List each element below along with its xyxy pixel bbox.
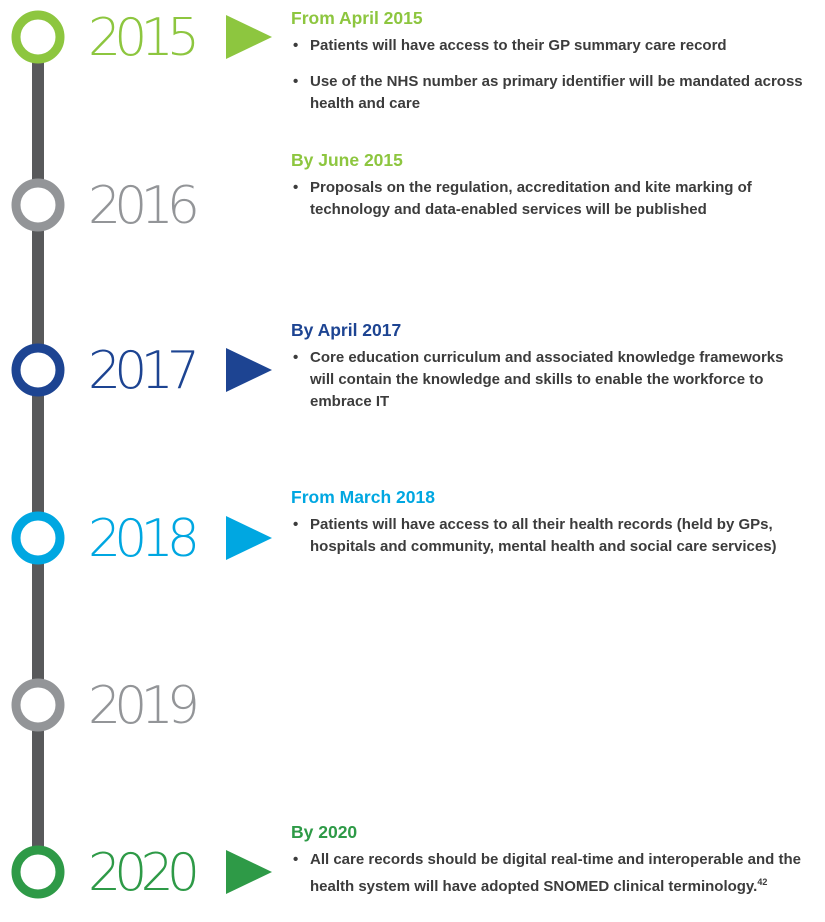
bullet: Proposals on the regulation, accreditati… xyxy=(291,177,810,221)
year-marker xyxy=(11,845,65,899)
year-label: 2020 xyxy=(88,843,200,903)
year-marker xyxy=(11,343,65,397)
year-marker xyxy=(11,511,65,565)
arrow xyxy=(226,348,272,392)
section: From April 2015 Patients will have access… xyxy=(291,8,811,129)
bullet: Patients will have access to all their h… xyxy=(291,514,810,558)
timeline-bar xyxy=(32,40,44,870)
bullet-text: Core education curriculum and associated… xyxy=(310,349,784,410)
section: By June 2015 Proposals on the regulation,… xyxy=(291,150,811,235)
bullet: Patients will have access to their GP su… xyxy=(291,35,810,57)
section: By April 2017 Core education curriculum a… xyxy=(291,320,811,427)
year-marker xyxy=(11,10,65,64)
bullet-list: All care records should be digital real-… xyxy=(291,849,811,898)
section: By 2020 All care records should be digita… xyxy=(291,822,811,912)
year-label: 2018 xyxy=(88,509,200,569)
bullet-list: Patients will have access to all their h… xyxy=(291,514,811,558)
year-label: 2015 xyxy=(88,8,200,68)
section-heading: By 2020 xyxy=(291,822,358,842)
section-heading: From April 2015 xyxy=(291,8,423,28)
bullet: Use of the NHS number as primary identif… xyxy=(291,71,810,115)
footnote-ref: 42 xyxy=(757,877,768,887)
bullet-text: Use of the NHS number as primary identif… xyxy=(310,73,803,112)
bullet-list: Core education curriculum and associated… xyxy=(291,347,811,413)
year-label: 2016 xyxy=(88,176,200,236)
arrow xyxy=(226,850,272,894)
bullet-text: All care records should be digital real-… xyxy=(310,851,801,895)
year-marker xyxy=(11,678,65,732)
bullet-text: Patients will have access to their GP su… xyxy=(310,37,727,54)
section-heading: From March 2018 xyxy=(291,487,435,507)
bullet: Core education curriculum and associated… xyxy=(291,347,810,413)
bullet-list: Patients will have access to their GP su… xyxy=(291,35,811,115)
year-label: 2017 xyxy=(88,341,200,401)
bullet-text: Patients will have access to all their h… xyxy=(310,516,777,555)
section-heading: By June 2015 xyxy=(291,150,403,170)
year-marker xyxy=(11,178,65,232)
arrow xyxy=(226,15,272,59)
section: From March 2018 Patients will have access… xyxy=(291,487,811,572)
bullet-text: Proposals on the regulation, accreditati… xyxy=(310,179,752,218)
arrow xyxy=(226,516,272,560)
bullet-list: Proposals on the regulation, accreditati… xyxy=(291,177,811,221)
section-heading: By April 2017 xyxy=(291,320,402,340)
bullet: All care records should be digital real-… xyxy=(291,849,810,898)
year-label: 2019 xyxy=(88,676,200,736)
